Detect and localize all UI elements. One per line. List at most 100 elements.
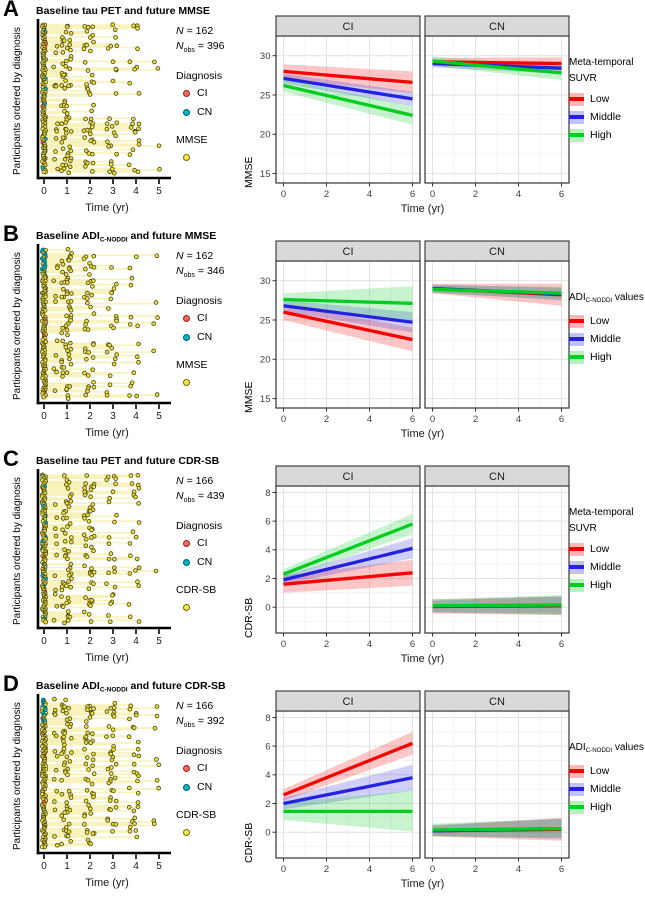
y-tick-label: 2 bbox=[265, 574, 270, 585]
n-value: = 166 bbox=[186, 475, 214, 487]
legend-item-low: Low bbox=[569, 542, 633, 556]
x-tick-label: 0 bbox=[281, 864, 286, 875]
nobs-stat: Nobs = 346 bbox=[176, 264, 224, 283]
cn-dot-icon bbox=[183, 784, 190, 792]
spaghetti-plot: 0 1 2 3 4 5 Time (yr) bbox=[36, 469, 171, 664]
stats-block: N = 162 Nobs = 396 Diagnosis CI CN MMSE bbox=[176, 24, 224, 167]
nobs-stat: Nobs = 396 bbox=[176, 39, 224, 58]
legend-title-line2: SUVR bbox=[569, 523, 597, 535]
x-tick-label: 4 bbox=[367, 639, 372, 650]
nobs-subscript: obs bbox=[183, 47, 195, 55]
stats-block: N = 166 Nobs = 439 Diagnosis CI CN CDR-SB bbox=[176, 474, 224, 617]
trajectory-lines bbox=[44, 474, 156, 623]
x-tick-label: 5 bbox=[156, 636, 162, 647]
legend-item-middle: Middle bbox=[569, 110, 633, 124]
n-stat: N = 166 bbox=[176, 699, 224, 714]
ci-ribbon-low bbox=[283, 559, 413, 593]
outcome-legend-title: CDR-SB bbox=[176, 584, 217, 597]
nobs-label: N bbox=[176, 490, 184, 502]
legend-item-low: Low bbox=[569, 314, 644, 328]
visit-points bbox=[51, 696, 162, 848]
legend-item-ci: CI bbox=[176, 534, 224, 553]
outcome-dot-icon bbox=[183, 154, 190, 162]
trend-line-high bbox=[432, 603, 562, 608]
legend-label-middle: Middle bbox=[590, 782, 621, 795]
facet-strip bbox=[424, 465, 570, 487]
baseline-points bbox=[39, 472, 49, 625]
ci-ribbon-high bbox=[283, 286, 413, 321]
legend-key-high-icon bbox=[569, 578, 584, 592]
legend-item-ci: CI bbox=[176, 759, 224, 778]
title-text: Baseline tau PET and future MMSE bbox=[36, 5, 210, 17]
facet-strip bbox=[424, 15, 570, 37]
cn-label: CN bbox=[197, 556, 213, 569]
x-tick-label: 6 bbox=[559, 864, 564, 875]
x-tick-label: 2 bbox=[473, 864, 478, 875]
facet-strip-label: CI bbox=[343, 471, 354, 483]
panel-A: A Baseline tau PET and future MMSE Parti… bbox=[0, 0, 645, 225]
legend-key-middle-icon bbox=[569, 782, 584, 796]
legend-item-cn: CN bbox=[176, 103, 224, 122]
y-tick-label: 15 bbox=[260, 169, 271, 180]
right-y-axis-label: MMSE bbox=[243, 156, 255, 189]
legend-key-high-icon bbox=[569, 800, 584, 814]
spaghetti-plot: 0 1 2 3 4 5 Time (yr) bbox=[36, 244, 171, 439]
left-plot-title: Baseline tau PET and future MMSE bbox=[36, 5, 210, 18]
legend-key-middle-icon bbox=[569, 110, 584, 124]
trend-line-middle bbox=[283, 76, 413, 101]
x-axis-label: Time (yr) bbox=[85, 202, 129, 214]
n-label: N bbox=[176, 250, 184, 262]
legend-item-cn: CN bbox=[176, 553, 224, 572]
spaghetti-plot: 0 1 2 3 4 5 Time (yr) bbox=[36, 19, 171, 214]
trend-line-high bbox=[432, 287, 562, 295]
stats-block: N = 166 Nobs = 392 Diagnosis CI CN CDR-SB bbox=[176, 699, 224, 842]
legend-title-subscript: C-NODDI bbox=[585, 747, 613, 755]
trend-line-high bbox=[432, 59, 562, 75]
diagnosis-legend-title: Diagnosis bbox=[176, 745, 223, 758]
x-axis-label: Time (yr) bbox=[85, 427, 129, 439]
n-stat: N = 162 bbox=[176, 249, 224, 264]
x-tick-label: 5 bbox=[156, 861, 162, 872]
right-y-axis-label: CDR-SB bbox=[243, 597, 255, 638]
nobs-stat: Nobs = 392 bbox=[176, 714, 224, 733]
y-tick-label: 30 bbox=[260, 51, 271, 62]
facet-strip-label: CN bbox=[489, 471, 505, 483]
legend-label-high: High bbox=[590, 350, 612, 363]
legend-item-cn: CN bbox=[176, 328, 224, 347]
n-value: = 162 bbox=[186, 250, 214, 262]
panel-letter: C bbox=[3, 446, 19, 471]
baseline-points bbox=[39, 697, 49, 850]
legend-key-low-icon bbox=[569, 542, 584, 556]
legend-item-low: Low bbox=[569, 764, 644, 778]
n-label: N bbox=[176, 700, 184, 712]
x-tick-label: 6 bbox=[410, 639, 415, 650]
x-tick-label: 2 bbox=[87, 411, 93, 422]
x-tick-label: 4 bbox=[367, 414, 372, 425]
y-tick-label: 6 bbox=[265, 516, 270, 527]
trend-line-low bbox=[283, 571, 413, 586]
x-axis-label: Time (yr) bbox=[401, 428, 445, 440]
faceted-line-plot: CI 0 2 4 6 0 2 4 6 8 CN 0 2 4 6 Time (yr) bbox=[265, 465, 570, 665]
x-tick-label: 4 bbox=[516, 189, 521, 200]
legend-title-line2: SUVR bbox=[569, 73, 597, 85]
title-text: and future MMSE bbox=[127, 230, 217, 242]
ci-label: CI bbox=[197, 537, 208, 550]
x-tick-label: 2 bbox=[324, 864, 329, 875]
y-tick-label: 30 bbox=[260, 276, 271, 287]
x-tick-label: 0 bbox=[281, 414, 286, 425]
facet-strip bbox=[424, 690, 570, 712]
x-tick-label: 1 bbox=[64, 636, 70, 647]
panel-letter: A bbox=[3, 0, 19, 21]
outcome-legend-title: CDR-SB bbox=[176, 809, 217, 822]
title-subscript: C-NODDI bbox=[99, 236, 128, 244]
y-tick-label: 0 bbox=[265, 602, 270, 613]
n-value: = 162 bbox=[186, 25, 214, 37]
outcome-dot-icon bbox=[183, 829, 190, 837]
x-tick-label: 0 bbox=[41, 186, 47, 197]
legend-item-outcome bbox=[176, 823, 224, 842]
spaghetti-plot: 0 1 2 3 4 5 Time (yr) bbox=[36, 694, 171, 889]
nobs-value: = 396 bbox=[197, 40, 225, 52]
legend-item-middle: Middle bbox=[569, 560, 633, 574]
trend-line-low bbox=[283, 310, 413, 342]
y-tick-label: 20 bbox=[260, 355, 271, 366]
